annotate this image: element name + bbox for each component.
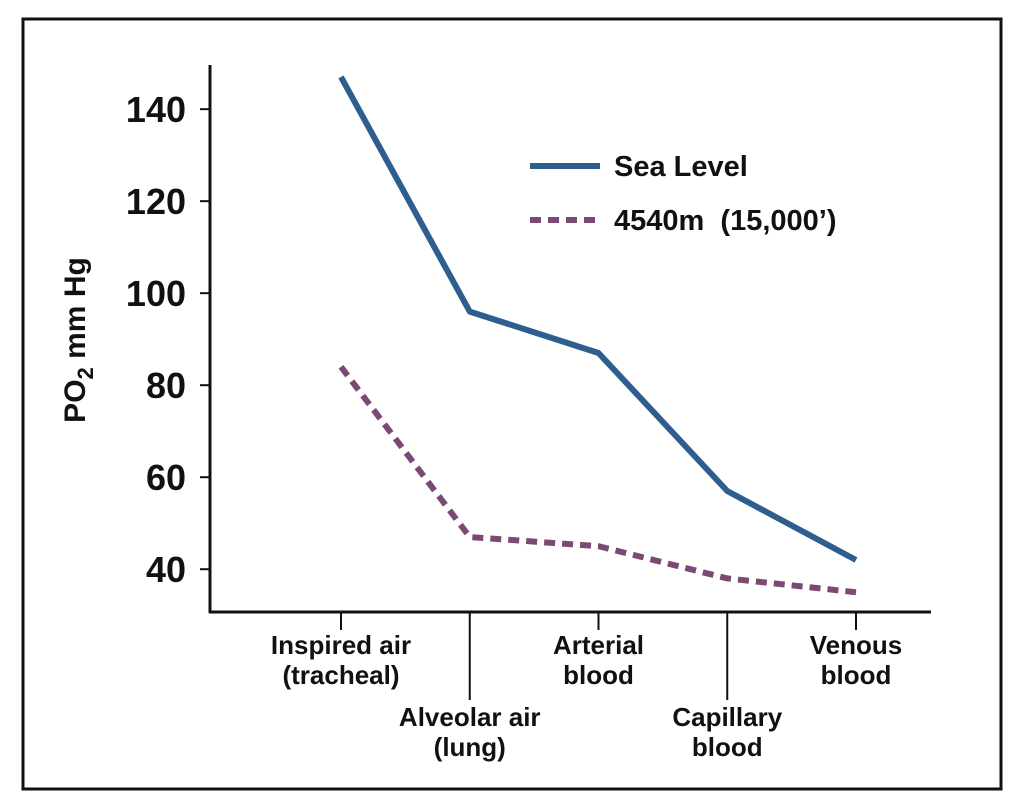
x-tick-label: Inspired air (tracheal) [270, 630, 412, 690]
legend-label: Sea Level [614, 151, 748, 183]
y-label-part: PO [59, 379, 92, 422]
y-tick-label: 80 [146, 365, 186, 406]
y-label-subscript: 2 [73, 367, 98, 379]
y-axis-label: PO2 mm Hg [59, 257, 98, 423]
frame [21, 17, 1003, 791]
y-tick-label: 140 [126, 89, 186, 130]
y-tick-label: 40 [146, 549, 186, 590]
y-label-part: mm Hg [59, 257, 92, 367]
series-line [338, 75, 858, 563]
x-tick-label: Arterial blood [552, 630, 645, 690]
x-tick-label: Alveolar air (lung) [398, 702, 541, 762]
legend-label: 4540m (15,000’) [614, 205, 836, 237]
x-tick-label: Venous blood [809, 630, 903, 690]
y-tick-label: 120 [126, 181, 186, 222]
x-tick-label: Capillary blood [672, 702, 783, 762]
y-tick-label: 100 [126, 273, 186, 314]
y-tick-label: 60 [146, 457, 186, 498]
series-line [338, 364, 857, 596]
